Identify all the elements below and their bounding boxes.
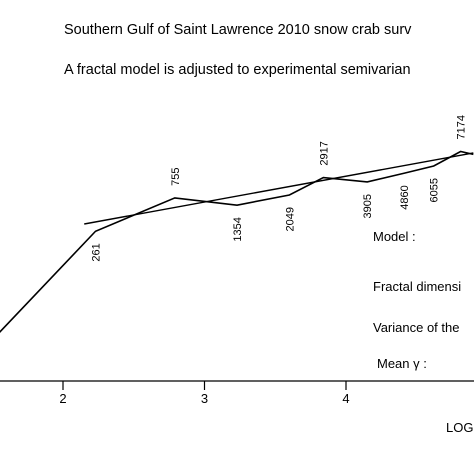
pair-count-label: 4860 <box>399 185 411 209</box>
chart-title: Southern Gulf of Saint Lawrence 2010 sno… <box>64 22 412 38</box>
x-tick-label: 4 <box>342 391 349 406</box>
x-tick-label: 2 <box>59 391 66 406</box>
experimental-line <box>0 150 474 334</box>
pair-count-label: 3905 <box>362 194 374 218</box>
pair-count-label: 2917 <box>318 141 330 165</box>
x-axis-label: LOG <box>446 420 473 435</box>
pair-count-label: 6055 <box>429 178 441 202</box>
pair-count-labels: 261 755 1354 2049 2917 3905 4860 6055 7174 <box>91 115 468 262</box>
series-group <box>0 150 474 334</box>
pair-count-label: 755 <box>170 168 182 186</box>
x-tick-label: 3 <box>201 391 208 406</box>
mean-gamma-label: Mean γ : <box>377 356 427 371</box>
variance-label: Variance of the <box>373 320 459 335</box>
pair-count-label: 2049 <box>284 207 296 231</box>
pair-count-label: 1354 <box>232 217 244 241</box>
fractal-dimension-label: Fractal dimensi <box>373 279 461 294</box>
chart-subtitle: A fractal model is adjusted to experimen… <box>64 62 411 78</box>
model-label: Model : <box>373 229 416 244</box>
pair-count-label: 261 <box>91 243 103 261</box>
pair-count-label: 7174 <box>456 115 468 139</box>
x-axis-ticks: 2 3 4 <box>59 381 350 406</box>
fractal-model-line <box>84 152 474 225</box>
